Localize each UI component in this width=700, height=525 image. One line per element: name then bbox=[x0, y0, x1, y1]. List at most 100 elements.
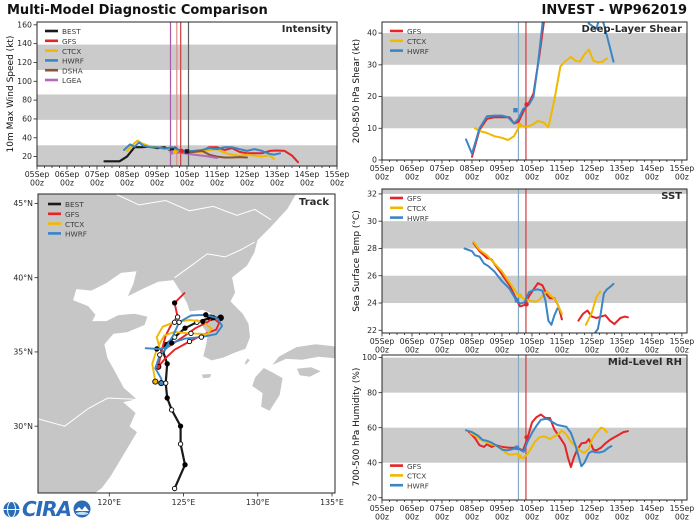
landmass-tsushima bbox=[243, 357, 251, 366]
series-LGEA bbox=[171, 151, 218, 159]
track-map: 45°N 40°N 35°N 30°N 120°E 125°E 130°E 135°E BEST… bbox=[13, 193, 344, 507]
x-tick-label: 10Sep bbox=[520, 164, 545, 173]
x-tick-sublabel: 00z bbox=[270, 179, 284, 188]
x-tick-label: 12Sep bbox=[580, 164, 605, 173]
x-tick-label: 07Sep bbox=[430, 164, 455, 173]
x-tick-label: 15Sep bbox=[670, 164, 695, 173]
legend-label-HWRF: HWRF bbox=[407, 47, 429, 56]
yaxis-title-sst: Sea Surface Temp (°C) bbox=[352, 210, 362, 312]
x-tick-sublabel: 00z bbox=[615, 346, 629, 355]
legend-label-BEST: BEST bbox=[62, 27, 81, 36]
x-tick-label: 14Sep bbox=[295, 170, 320, 179]
y-tick-label: 40 bbox=[22, 133, 32, 142]
x-tick-label: 13Sep bbox=[610, 337, 635, 346]
yaxis-title-intensity: 10m Max Wind Speed (kt) bbox=[6, 35, 16, 153]
x-tick-sublabel: 00z bbox=[405, 513, 419, 522]
y-tick-label: 28 bbox=[367, 244, 377, 253]
x-tick-label: 08Sep bbox=[460, 337, 485, 346]
x-tick-sublabel: 00z bbox=[465, 173, 479, 182]
x-tick-label: 13Sep bbox=[265, 170, 290, 179]
y-tick-label: 140 bbox=[17, 39, 32, 48]
x-tick-label: 08Sep bbox=[115, 170, 140, 179]
series-GFS bbox=[577, 309, 629, 326]
series-HWRF bbox=[593, 282, 615, 333]
panel-label-shear: Deep-Layer Shear bbox=[581, 24, 682, 35]
x-tick-sublabel: 00z bbox=[435, 346, 449, 355]
x-tick-label: 07Sep bbox=[430, 504, 455, 513]
cira-logo: CIRA bbox=[3, 497, 91, 521]
y-tick-label: 24 bbox=[367, 299, 377, 308]
track-point-open bbox=[157, 352, 163, 358]
globe-icon bbox=[3, 500, 20, 518]
track-point-end bbox=[158, 380, 165, 387]
x-tick-sublabel: 00z bbox=[585, 173, 599, 182]
track-point-black bbox=[168, 340, 175, 346]
river-yangtze bbox=[38, 397, 138, 427]
x-tick-label: 11Sep bbox=[550, 164, 575, 173]
x-tick-label: 11Sep bbox=[550, 337, 575, 346]
x-tick-sublabel: 00z bbox=[60, 179, 74, 188]
x-tick-sublabel: 00z bbox=[555, 513, 569, 522]
chart-intensity: 05Sep00z06Sep00z07Sep00z08Sep00z09Sep00z… bbox=[17, 20, 349, 187]
track-point-black bbox=[200, 318, 206, 325]
x-tick-sublabel: 00z bbox=[300, 179, 314, 188]
series-HWRF bbox=[465, 22, 615, 155]
series-CTCX bbox=[474, 48, 608, 141]
x-tick-sublabel: 00z bbox=[465, 346, 479, 355]
track-point-black bbox=[203, 312, 209, 318]
y-tick-label: 20 bbox=[22, 152, 32, 161]
y-tick-label: 40 bbox=[367, 29, 377, 38]
x-tick-sublabel: 00z bbox=[555, 346, 569, 355]
x-tick-sublabel: 00z bbox=[555, 173, 569, 182]
init-marker bbox=[179, 148, 184, 154]
legend-label-CTCX: CTCX bbox=[65, 220, 84, 229]
x-tick-label: 05Sep bbox=[25, 170, 50, 179]
x-tick-label: 14Sep bbox=[640, 504, 665, 513]
x-tick-label: 13Sep bbox=[610, 164, 635, 173]
track-point bbox=[182, 462, 188, 468]
x-tick-label: 12Sep bbox=[580, 337, 605, 346]
lat-tick-label: 40°N bbox=[13, 273, 33, 282]
init-marker bbox=[524, 302, 529, 307]
x-tick-label: 15Sep bbox=[325, 170, 350, 179]
lon-tick-label: 135°E bbox=[320, 498, 344, 507]
panel-label-track: Track bbox=[299, 197, 329, 208]
track-point-open bbox=[174, 314, 181, 320]
chart-shear: 05Sep00z06Sep00z07Sep00z08Sep00z09Sep00z… bbox=[367, 21, 695, 182]
x-tick-label: 06Sep bbox=[400, 164, 425, 173]
y-tick-label: 30 bbox=[367, 60, 377, 69]
legend-label-HWRF: HWRF bbox=[65, 230, 87, 239]
x-tick-sublabel: 00z bbox=[180, 179, 194, 188]
x-tick-sublabel: 00z bbox=[675, 173, 689, 182]
river-border-river-north bbox=[116, 194, 272, 221]
lat-tick-label: 45°N bbox=[13, 199, 33, 208]
x-tick-sublabel: 00z bbox=[330, 179, 344, 188]
x-tick-sublabel: 00z bbox=[645, 513, 659, 522]
x-tick-sublabel: 00z bbox=[465, 513, 479, 522]
x-tick-label: 05Sep bbox=[370, 164, 395, 173]
x-tick-sublabel: 00z bbox=[435, 173, 449, 182]
x-tick-sublabel: 00z bbox=[525, 513, 539, 522]
x-tick-sublabel: 00z bbox=[585, 346, 599, 355]
x-tick-sublabel: 00z bbox=[375, 346, 389, 355]
landmass-kyushu bbox=[251, 367, 284, 412]
init-marker bbox=[184, 149, 190, 154]
x-tick-label: 05Sep bbox=[370, 337, 395, 346]
init-marker bbox=[517, 454, 523, 459]
track-point-open bbox=[176, 319, 182, 325]
lon-tick-label: 120°E bbox=[97, 498, 121, 507]
track-point bbox=[164, 395, 170, 401]
y-tick-label: 60 bbox=[367, 423, 377, 432]
init-marker bbox=[524, 102, 529, 107]
x-tick-label: 15Sep bbox=[670, 504, 695, 513]
series-HWRF bbox=[465, 417, 613, 468]
track-point bbox=[177, 441, 184, 447]
x-tick-label: 08Sep bbox=[460, 164, 485, 173]
track-point bbox=[177, 423, 184, 429]
legend-label-GFS: GFS bbox=[407, 194, 422, 203]
x-tick-label: 09Sep bbox=[145, 170, 170, 179]
x-tick-sublabel: 00z bbox=[615, 513, 629, 522]
x-tick-label: 10Sep bbox=[175, 170, 200, 179]
x-tick-label: 07Sep bbox=[85, 170, 110, 179]
x-tick-sublabel: 00z bbox=[615, 173, 629, 182]
